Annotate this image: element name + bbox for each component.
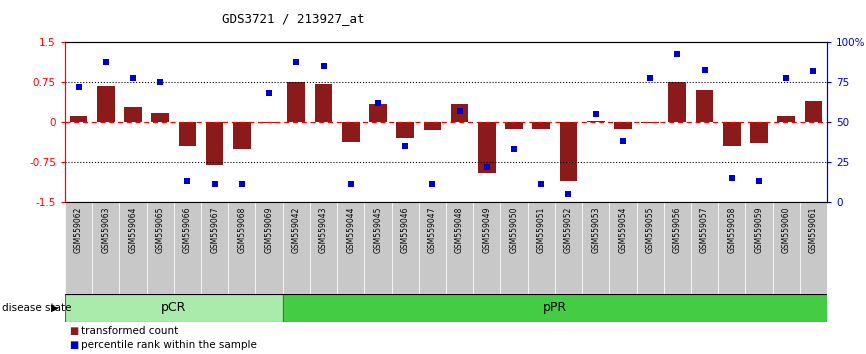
Bar bbox=[473, 202, 501, 296]
Bar bbox=[723, 122, 740, 146]
Bar bbox=[778, 116, 795, 122]
Text: ▶: ▶ bbox=[50, 303, 58, 313]
Bar bbox=[69, 116, 87, 122]
Text: ■: ■ bbox=[69, 340, 79, 350]
Bar bbox=[229, 202, 255, 296]
Bar bbox=[614, 122, 631, 129]
Bar bbox=[365, 202, 391, 296]
Bar bbox=[423, 122, 441, 130]
Bar bbox=[92, 202, 120, 296]
Bar bbox=[446, 202, 473, 296]
Bar bbox=[800, 202, 827, 296]
Bar bbox=[478, 122, 495, 172]
Text: GSM559059: GSM559059 bbox=[754, 206, 764, 253]
Text: GSM559048: GSM559048 bbox=[456, 206, 464, 253]
Bar bbox=[501, 202, 527, 296]
Text: ■: ■ bbox=[69, 326, 79, 336]
Bar bbox=[337, 202, 365, 296]
Text: GSM559042: GSM559042 bbox=[292, 206, 301, 253]
Bar bbox=[391, 202, 419, 296]
Bar bbox=[120, 202, 146, 296]
Bar bbox=[637, 202, 663, 296]
Text: GSM559069: GSM559069 bbox=[265, 206, 274, 253]
Text: GSM559054: GSM559054 bbox=[618, 206, 627, 253]
Text: GSM559045: GSM559045 bbox=[373, 206, 383, 253]
Bar bbox=[750, 122, 768, 143]
Bar bbox=[663, 202, 691, 296]
Text: GSM559058: GSM559058 bbox=[727, 206, 736, 253]
Bar bbox=[587, 121, 604, 122]
Bar bbox=[533, 122, 550, 129]
Text: GSM559061: GSM559061 bbox=[809, 206, 818, 253]
Bar bbox=[641, 122, 659, 123]
Bar bbox=[527, 202, 555, 296]
Text: disease state: disease state bbox=[2, 303, 71, 313]
Bar bbox=[65, 202, 92, 296]
Bar bbox=[805, 101, 822, 122]
Bar bbox=[260, 122, 278, 123]
Text: GSM559052: GSM559052 bbox=[564, 206, 573, 253]
Bar bbox=[314, 84, 333, 122]
Text: GSM559049: GSM559049 bbox=[482, 206, 491, 253]
Text: GSM559050: GSM559050 bbox=[509, 206, 519, 253]
Bar bbox=[772, 202, 800, 296]
Bar bbox=[201, 202, 229, 296]
Bar bbox=[206, 122, 223, 165]
Bar bbox=[233, 122, 251, 149]
Bar bbox=[282, 202, 310, 296]
Bar bbox=[174, 202, 201, 296]
Bar bbox=[282, 294, 827, 322]
Bar bbox=[152, 113, 169, 122]
Bar bbox=[555, 202, 582, 296]
Bar bbox=[255, 202, 282, 296]
Bar bbox=[505, 122, 523, 129]
Text: GSM559064: GSM559064 bbox=[128, 206, 138, 253]
Bar bbox=[146, 202, 174, 296]
Bar bbox=[746, 202, 772, 296]
Bar bbox=[669, 82, 686, 122]
Text: GSM559053: GSM559053 bbox=[591, 206, 600, 253]
Text: GSM559060: GSM559060 bbox=[782, 206, 791, 253]
Text: GDS3721 / 213927_at: GDS3721 / 213927_at bbox=[223, 12, 365, 25]
Bar bbox=[97, 86, 114, 122]
Bar bbox=[610, 202, 637, 296]
Bar bbox=[124, 107, 142, 122]
Text: GSM559062: GSM559062 bbox=[74, 206, 83, 253]
Text: GSM559044: GSM559044 bbox=[346, 206, 355, 253]
Bar bbox=[419, 202, 446, 296]
Text: GSM559051: GSM559051 bbox=[537, 206, 546, 253]
Text: GSM559056: GSM559056 bbox=[673, 206, 682, 253]
Bar bbox=[582, 202, 610, 296]
Bar bbox=[288, 82, 305, 122]
Text: GSM559063: GSM559063 bbox=[101, 206, 110, 253]
Text: GSM559067: GSM559067 bbox=[210, 206, 219, 253]
Text: GSM559046: GSM559046 bbox=[401, 206, 410, 253]
Text: GSM559057: GSM559057 bbox=[700, 206, 709, 253]
Text: percentile rank within the sample: percentile rank within the sample bbox=[81, 340, 256, 350]
Bar bbox=[397, 122, 414, 138]
Bar bbox=[369, 103, 387, 122]
Bar bbox=[450, 103, 469, 122]
Bar bbox=[559, 122, 578, 181]
Bar bbox=[342, 122, 359, 142]
Bar bbox=[691, 202, 718, 296]
Text: transformed count: transformed count bbox=[81, 326, 178, 336]
Bar bbox=[178, 122, 197, 146]
Bar bbox=[310, 202, 337, 296]
Text: pCR: pCR bbox=[161, 302, 186, 314]
Text: GSM559066: GSM559066 bbox=[183, 206, 192, 253]
Text: GSM559068: GSM559068 bbox=[237, 206, 246, 253]
Text: GSM559047: GSM559047 bbox=[428, 206, 436, 253]
Text: GSM559055: GSM559055 bbox=[646, 206, 655, 253]
Bar bbox=[718, 202, 746, 296]
Bar bbox=[65, 294, 282, 322]
Bar bbox=[695, 90, 714, 122]
Text: GSM559065: GSM559065 bbox=[156, 206, 165, 253]
Text: GSM559043: GSM559043 bbox=[319, 206, 328, 253]
Text: pPR: pPR bbox=[543, 302, 567, 314]
